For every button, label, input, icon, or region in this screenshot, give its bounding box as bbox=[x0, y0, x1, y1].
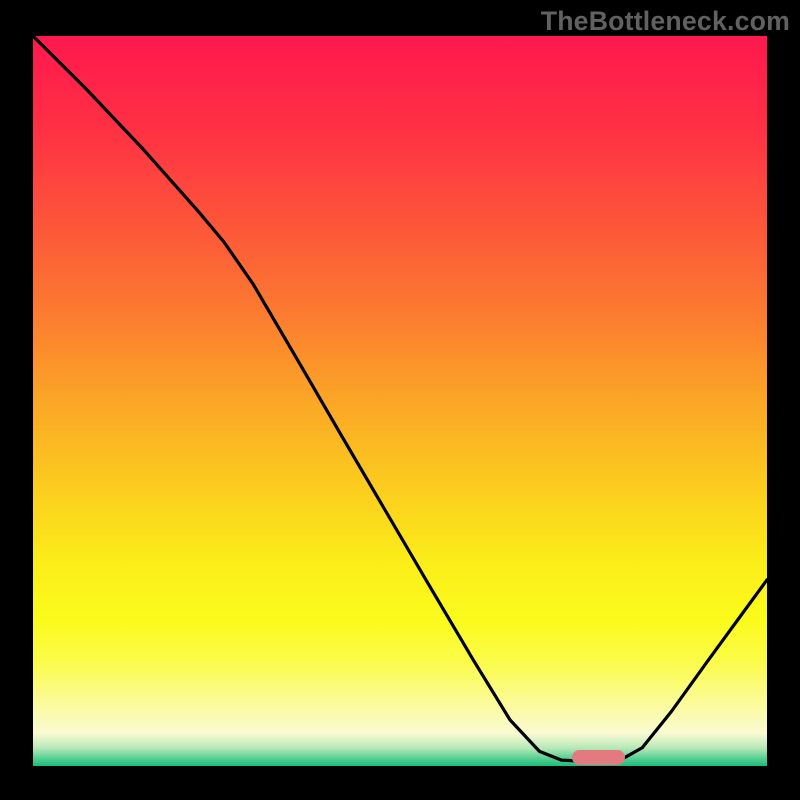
optimal-range-marker bbox=[572, 750, 625, 765]
bottleneck-curve bbox=[33, 36, 767, 762]
chart-canvas: TheBottleneck.com bbox=[0, 0, 800, 800]
plot-area bbox=[33, 36, 767, 766]
watermark-text: TheBottleneck.com bbox=[541, 6, 790, 37]
curve-overlay bbox=[33, 36, 767, 766]
